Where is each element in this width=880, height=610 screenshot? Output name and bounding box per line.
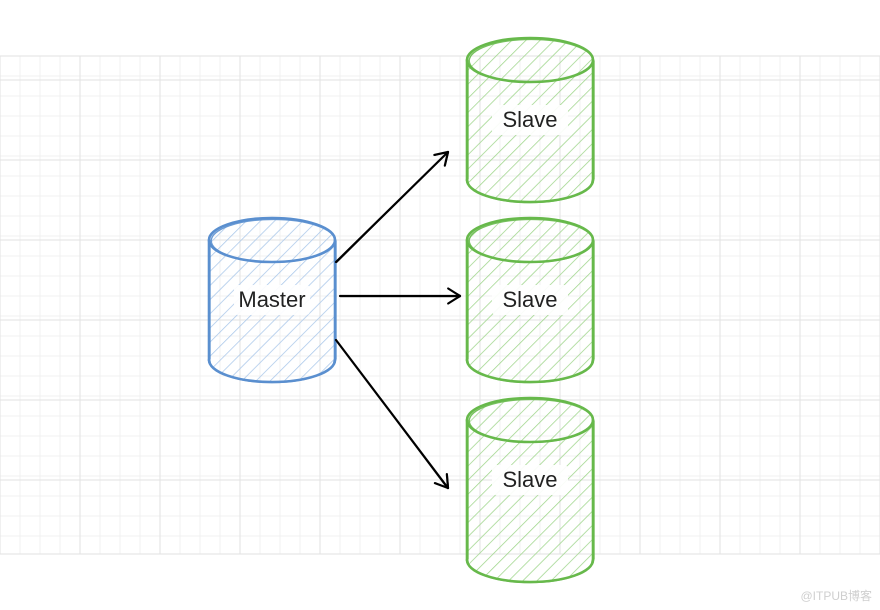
watermark-text: @ITPUB博客: [800, 587, 872, 604]
arrow-0: [336, 152, 449, 263]
arrow-1: [340, 288, 461, 303]
db-node-master: [205, 214, 339, 386]
db-node-slave3: [463, 394, 597, 586]
db-node-slave1: [463, 34, 597, 206]
diagram-canvas: MasterSlaveSlaveSlave @ITPUB博客: [0, 0, 880, 610]
diagram-svg: [0, 0, 880, 610]
arrow-2: [336, 340, 449, 489]
db-node-slave2: [463, 214, 597, 386]
